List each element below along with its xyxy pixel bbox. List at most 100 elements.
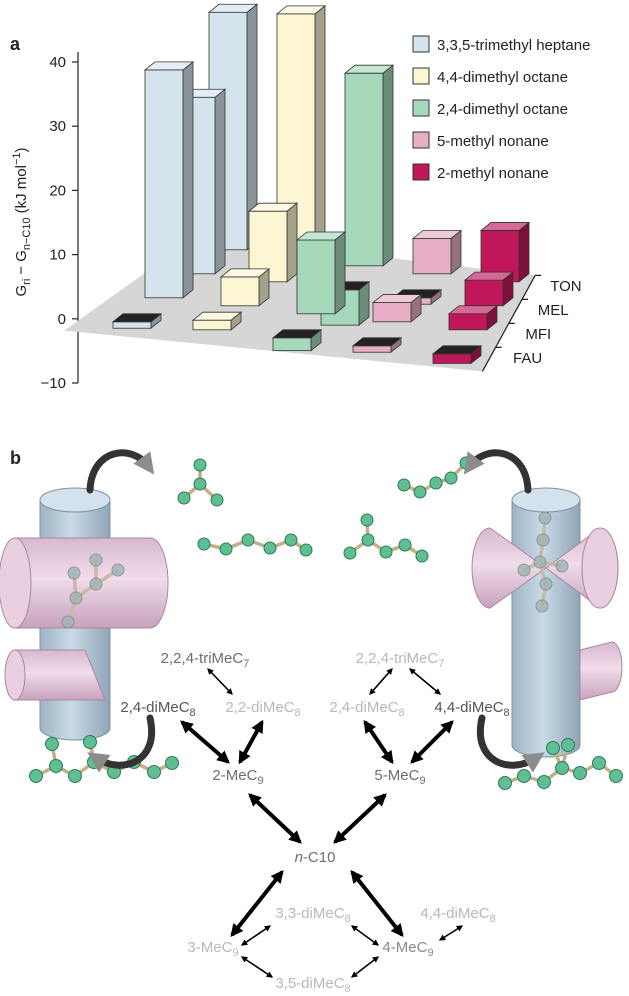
atom xyxy=(68,567,80,579)
node-label: 2,4-diMeC8 xyxy=(120,699,195,719)
y-tick-label: 40 xyxy=(49,54,66,71)
atom xyxy=(70,592,82,604)
node-sub: 8 xyxy=(345,983,351,995)
bar-side xyxy=(287,203,297,282)
node-sub: 8 xyxy=(345,913,351,925)
node-label: 3,3-diMeC8 xyxy=(275,905,350,925)
bar-side xyxy=(215,89,225,274)
bar-side xyxy=(519,222,529,281)
arrow xyxy=(352,926,378,945)
atom xyxy=(398,479,410,491)
depth-label: TON xyxy=(550,278,581,295)
atom xyxy=(166,757,179,770)
bar xyxy=(297,240,335,314)
node-text: 2,4-diMeC xyxy=(329,699,398,716)
arrow xyxy=(412,722,452,762)
node-text: 2,2,4-triMeC xyxy=(161,650,244,667)
node-italic: n xyxy=(295,849,303,866)
node-label: 2-MeC9 xyxy=(212,767,263,787)
nodes: 2,2,4-triMeC7 2,2,4-triMeC7 2,4-diMeC8 2… xyxy=(120,650,509,995)
arrow xyxy=(240,722,262,762)
node-text: 3,3-diMeC xyxy=(275,905,344,922)
arrow xyxy=(352,872,402,935)
bar xyxy=(221,277,259,306)
node-text: 3-MeC xyxy=(187,939,232,956)
bar xyxy=(353,346,391,352)
arrow xyxy=(352,957,378,977)
atom xyxy=(264,542,276,554)
atom xyxy=(220,543,232,555)
bar-side xyxy=(315,6,325,258)
atom xyxy=(90,578,102,590)
atom xyxy=(285,534,297,546)
legend-label: 3,3,5-trimethyl heptane xyxy=(437,37,590,54)
node-label: 3,5-diMeC8 xyxy=(275,975,350,995)
atom xyxy=(194,459,206,471)
atom xyxy=(518,770,531,783)
node-label: 2,4-diMeC8 xyxy=(329,699,404,719)
arrow xyxy=(242,957,272,977)
atom xyxy=(536,600,548,612)
node-sub: 7 xyxy=(243,658,249,670)
bar xyxy=(449,314,487,330)
bar xyxy=(373,303,411,322)
arrow xyxy=(370,669,392,694)
node-sub: 7 xyxy=(438,658,444,670)
arrow xyxy=(208,669,232,694)
atom xyxy=(112,564,124,576)
node-label: 2,2,4-triMeC7 xyxy=(356,650,445,670)
y-label-part: (kJ mol xyxy=(13,165,30,213)
atom xyxy=(538,776,551,789)
bar xyxy=(193,320,231,330)
node-sub: 9 xyxy=(427,947,433,959)
arrow xyxy=(335,795,385,842)
figure: a −10010203040FAUMFIMELTON3,3,5-trimethy… xyxy=(0,0,629,996)
atom xyxy=(211,494,223,506)
atom xyxy=(556,560,568,572)
atom xyxy=(556,762,569,775)
y-tick-label: 20 xyxy=(49,182,66,199)
arrow xyxy=(250,795,300,842)
node-sub: 8 xyxy=(295,707,301,719)
node-text: 2-MeC xyxy=(212,767,257,784)
atom xyxy=(198,538,210,550)
bar xyxy=(465,280,503,306)
node-label: 2,2,4-triMeC7 xyxy=(161,650,250,670)
y-axis-label: Gri− Gn−C10(kJ mol−1) xyxy=(11,147,33,296)
node-text: 4,4-diMeC xyxy=(420,905,489,922)
legend-label: 5-methyl nonane xyxy=(437,133,549,150)
y-tick-label: 30 xyxy=(49,118,66,135)
node-text: 2,2-diMeC xyxy=(225,699,294,716)
reaction-arrows xyxy=(182,669,462,977)
node-text: -C10 xyxy=(303,849,336,866)
node-sub: 9 xyxy=(232,947,238,959)
node-label: 4-MeC9 xyxy=(382,939,433,959)
panel-label: a xyxy=(10,34,21,54)
y-tick-label: 0 xyxy=(58,311,66,328)
node-label: 5-MeC9 xyxy=(374,767,425,787)
y-tick-label: −10 xyxy=(41,375,66,392)
node-text: 4-MeC xyxy=(382,939,427,956)
node-sub: 9 xyxy=(257,775,263,787)
molecule xyxy=(178,459,223,506)
atom xyxy=(610,770,623,783)
molecule xyxy=(198,534,312,556)
atom xyxy=(574,767,587,780)
node-text: 3,5-diMeC xyxy=(275,975,344,992)
legend-label: 2,4-dimethyl octane xyxy=(437,101,568,118)
node-text: 4,4-diMeC xyxy=(434,699,503,716)
atom xyxy=(300,544,312,556)
y-label-part: − G xyxy=(13,250,30,275)
atom xyxy=(361,514,373,526)
panel-label: b xyxy=(10,448,21,468)
bar xyxy=(113,322,151,328)
atom xyxy=(445,472,457,484)
atom xyxy=(534,556,546,568)
depth-label: FAU xyxy=(513,350,542,367)
bar xyxy=(145,70,183,298)
y-label-part: ri xyxy=(21,279,33,285)
molecule xyxy=(398,457,472,498)
arrow xyxy=(440,926,462,940)
y-label-part: n−C10 xyxy=(21,217,33,250)
molecule xyxy=(344,514,428,562)
